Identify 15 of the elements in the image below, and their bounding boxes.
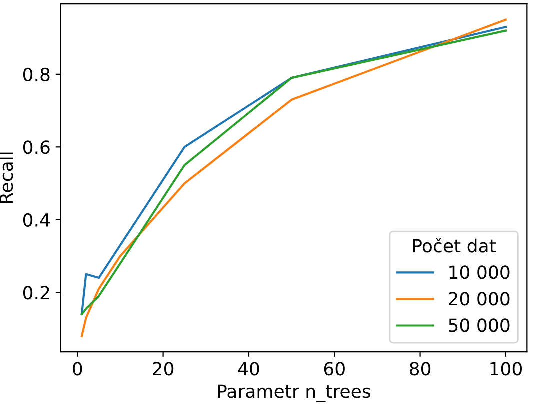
y-tick-label: 0.2 <box>23 286 50 300</box>
legend-title: Počet dat <box>413 238 496 253</box>
x-tick-label: 0 <box>73 362 82 376</box>
legend-label: 20 000 <box>449 292 510 306</box>
x-axis-title: Parametr n_trees <box>218 384 370 402</box>
legend-label: 10 000 <box>450 266 510 280</box>
legend-label: 50 000 <box>449 318 510 332</box>
x-tick-label: 40 <box>238 362 260 376</box>
x-tick-label: 80 <box>410 362 431 376</box>
x-tick-label: 20 <box>153 362 174 376</box>
x-tick-label: 100 <box>490 362 522 376</box>
y-tick-label: 0.8 <box>23 68 50 82</box>
y-tick-label: 0.6 <box>23 140 50 154</box>
x-tick-label: 60 <box>324 362 345 376</box>
y-tick-label: 0.4 <box>23 213 50 227</box>
